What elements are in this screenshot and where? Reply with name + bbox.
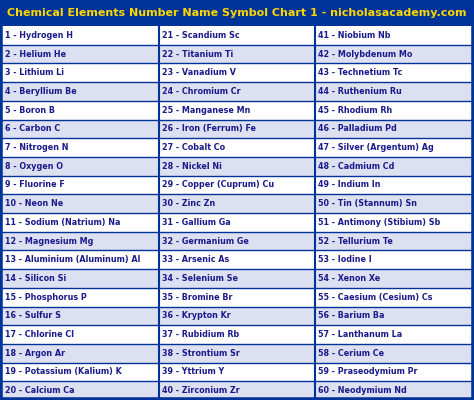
Bar <box>2 26 472 45</box>
Text: 37 - Rubidium Rb: 37 - Rubidium Rb <box>162 330 239 339</box>
Text: 1 - Hydrogen H: 1 - Hydrogen H <box>5 31 73 40</box>
Bar <box>2 381 472 400</box>
Bar <box>2 82 472 101</box>
Bar <box>2 213 472 232</box>
Bar <box>2 194 472 213</box>
Bar <box>0 0 474 26</box>
Text: 27 - Cobalt Co: 27 - Cobalt Co <box>162 143 225 152</box>
Text: 31 - Gallium Ga: 31 - Gallium Ga <box>162 218 230 227</box>
Text: 56 - Barium Ba: 56 - Barium Ba <box>319 311 385 320</box>
Text: 22 - Titanium Ti: 22 - Titanium Ti <box>162 50 233 58</box>
Text: 17 - Chlorine Cl: 17 - Chlorine Cl <box>5 330 74 339</box>
Text: 45 - Rhodium Rh: 45 - Rhodium Rh <box>319 106 392 115</box>
Text: 50 - Tin (Stannum) Sn: 50 - Tin (Stannum) Sn <box>319 199 417 208</box>
Text: 46 - Palladium Pd: 46 - Palladium Pd <box>319 124 397 133</box>
Text: 30 - Zinc Zn: 30 - Zinc Zn <box>162 199 215 208</box>
Text: 43 - Technetium Tc: 43 - Technetium Tc <box>319 68 402 77</box>
Text: 60 - Neodymium Nd: 60 - Neodymium Nd <box>319 386 407 395</box>
Text: 57 - Lanthanum La: 57 - Lanthanum La <box>319 330 402 339</box>
Bar <box>2 63 472 82</box>
Text: 44 - Ruthenium Ru: 44 - Ruthenium Ru <box>319 87 402 96</box>
Text: 9 - Fluorine F: 9 - Fluorine F <box>5 180 65 190</box>
Text: 6 - Carbon C: 6 - Carbon C <box>5 124 60 133</box>
Text: 33 - Arsenic As: 33 - Arsenic As <box>162 255 229 264</box>
Text: Chemical Elements Number Name Symbol Chart 1 - nicholasacademy.com: Chemical Elements Number Name Symbol Cha… <box>7 8 467 18</box>
Text: 42 - Molybdenum Mo: 42 - Molybdenum Mo <box>319 50 413 58</box>
Text: 4 - Beryllium Be: 4 - Beryllium Be <box>5 87 77 96</box>
Text: 11 - Sodium (Natrium) Na: 11 - Sodium (Natrium) Na <box>5 218 120 227</box>
Text: 10 - Neon Ne: 10 - Neon Ne <box>5 199 63 208</box>
Text: 47 - Silver (Argentum) Ag: 47 - Silver (Argentum) Ag <box>319 143 434 152</box>
Text: 16 - Sulfur S: 16 - Sulfur S <box>5 311 61 320</box>
Text: 7 - Nitrogen N: 7 - Nitrogen N <box>5 143 69 152</box>
Text: 52 - Tellurium Te: 52 - Tellurium Te <box>319 236 393 246</box>
Text: 25 - Manganese Mn: 25 - Manganese Mn <box>162 106 250 115</box>
Text: 53 - Iodine I: 53 - Iodine I <box>319 255 372 264</box>
Text: 41 - Niobium Nb: 41 - Niobium Nb <box>319 31 391 40</box>
Bar <box>2 362 472 381</box>
Bar <box>2 232 472 250</box>
Text: 3 - Lithium Li: 3 - Lithium Li <box>5 68 64 77</box>
Text: 38 - Strontium Sr: 38 - Strontium Sr <box>162 349 239 358</box>
Text: 28 - Nickel Ni: 28 - Nickel Ni <box>162 162 221 171</box>
Text: 58 - Cerium Ce: 58 - Cerium Ce <box>319 349 384 358</box>
Bar <box>2 344 472 362</box>
Bar <box>2 120 472 138</box>
Bar <box>2 157 472 176</box>
Text: 48 - Cadmium Cd: 48 - Cadmium Cd <box>319 162 395 171</box>
Bar <box>2 101 472 120</box>
Text: 20 - Calcium Ca: 20 - Calcium Ca <box>5 386 74 395</box>
Bar <box>2 250 472 269</box>
Text: 13 - Aluminium (Aluminum) Al: 13 - Aluminium (Aluminum) Al <box>5 255 140 264</box>
Bar <box>2 45 472 63</box>
Text: 21 - Scandium Sc: 21 - Scandium Sc <box>162 31 239 40</box>
Text: 29 - Copper (Cuprum) Cu: 29 - Copper (Cuprum) Cu <box>162 180 274 190</box>
Text: 36 - Krypton Kr: 36 - Krypton Kr <box>162 311 230 320</box>
Text: 19 - Potassium (Kalium) K: 19 - Potassium (Kalium) K <box>5 368 122 376</box>
Text: 54 - Xenon Xe: 54 - Xenon Xe <box>319 274 381 283</box>
Text: 14 - Silicon Si: 14 - Silicon Si <box>5 274 66 283</box>
Text: 51 - Antimony (Stibium) Sb: 51 - Antimony (Stibium) Sb <box>319 218 441 227</box>
Bar <box>2 306 472 325</box>
Text: 12 - Magnesium Mg: 12 - Magnesium Mg <box>5 236 93 246</box>
Text: 35 - Bromine Br: 35 - Bromine Br <box>162 293 232 302</box>
Text: 5 - Boron B: 5 - Boron B <box>5 106 55 115</box>
Text: 18 - Argon Ar: 18 - Argon Ar <box>5 349 65 358</box>
Text: 49 - Indium In: 49 - Indium In <box>319 180 381 190</box>
Text: 39 - Yttrium Y: 39 - Yttrium Y <box>162 368 224 376</box>
Bar <box>2 176 472 194</box>
Text: 59 - Praseodymium Pr: 59 - Praseodymium Pr <box>319 368 418 376</box>
Text: 23 - Vanadium V: 23 - Vanadium V <box>162 68 236 77</box>
Text: 40 - Zirconium Zr: 40 - Zirconium Zr <box>162 386 239 395</box>
Text: 8 - Oxygen O: 8 - Oxygen O <box>5 162 63 171</box>
Text: 24 - Chromium Cr: 24 - Chromium Cr <box>162 87 240 96</box>
Bar <box>2 325 472 344</box>
Text: 32 - Germanium Ge: 32 - Germanium Ge <box>162 236 248 246</box>
Text: 2 - Helium He: 2 - Helium He <box>5 50 66 58</box>
Text: 34 - Selenium Se: 34 - Selenium Se <box>162 274 237 283</box>
Text: 15 - Phosphorus P: 15 - Phosphorus P <box>5 293 87 302</box>
Bar <box>2 269 472 288</box>
Text: 55 - Caesium (Cesium) Cs: 55 - Caesium (Cesium) Cs <box>319 293 433 302</box>
Bar <box>2 288 472 306</box>
Bar <box>2 138 472 157</box>
Text: 26 - Iron (Ferrum) Fe: 26 - Iron (Ferrum) Fe <box>162 124 255 133</box>
